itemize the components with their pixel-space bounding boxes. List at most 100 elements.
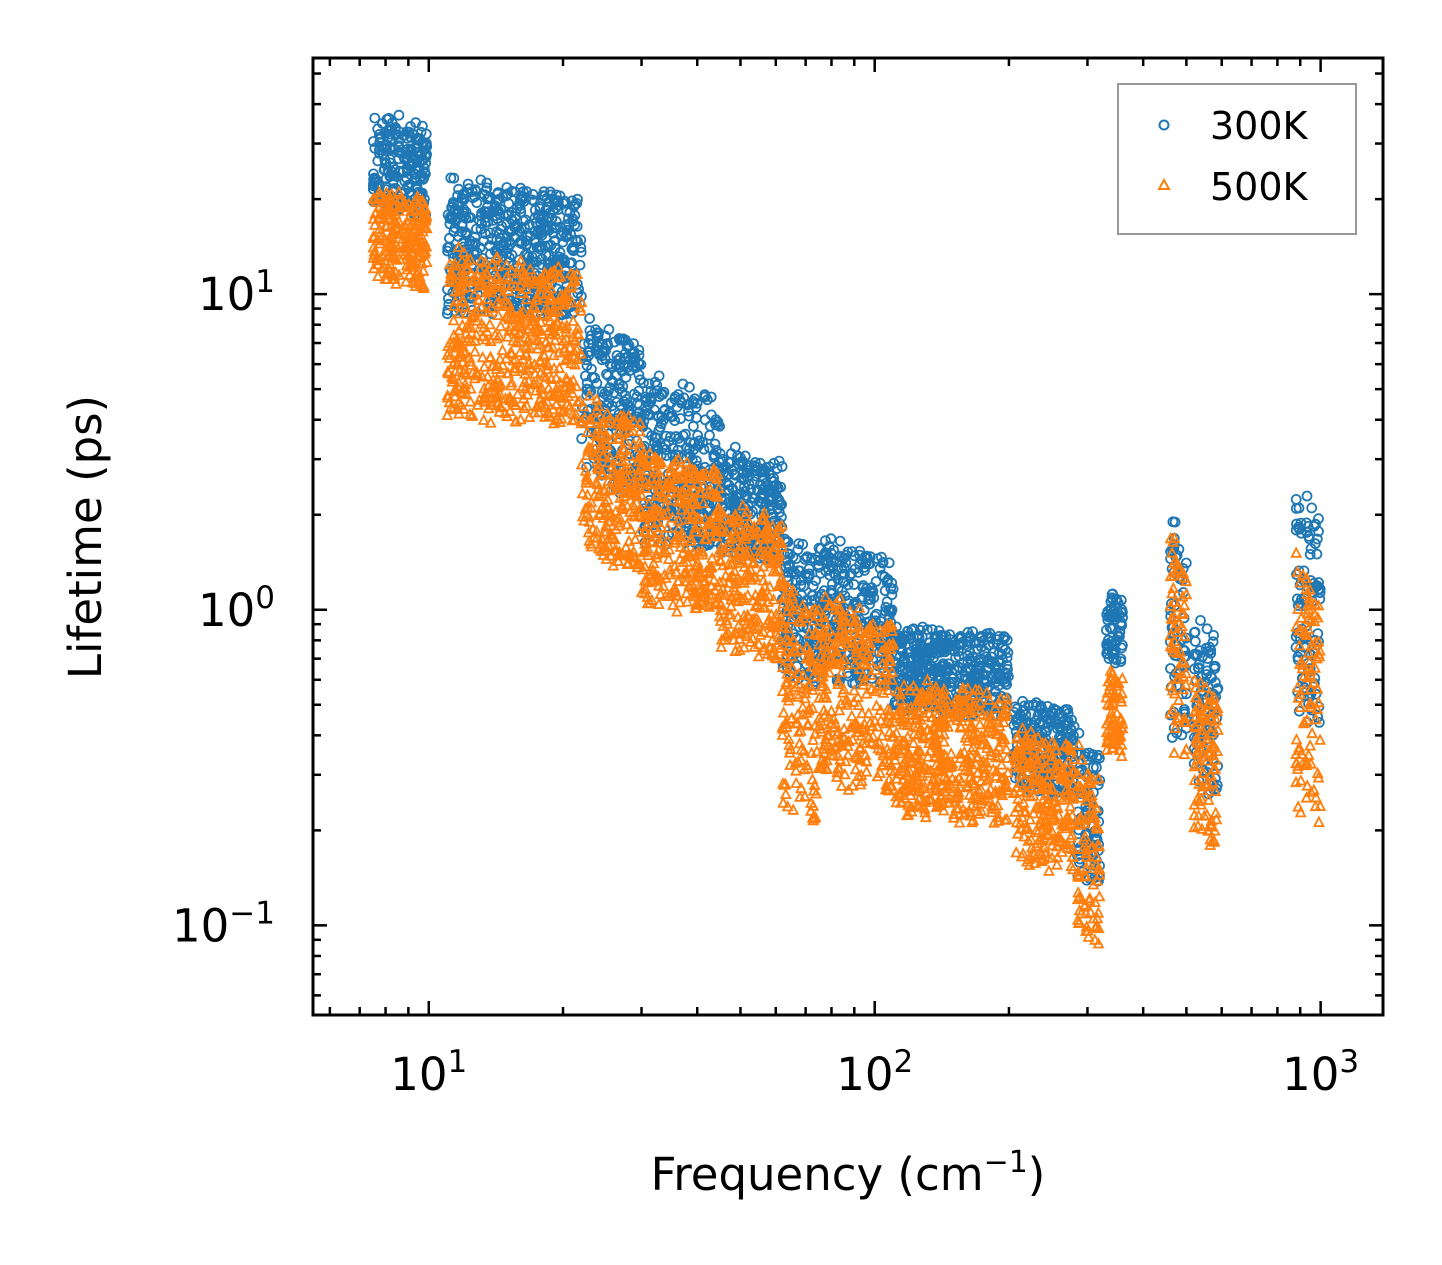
- point-500K: [608, 468, 621, 481]
- point-300K: [534, 203, 546, 215]
- point-300K: [834, 535, 846, 547]
- point-300K: [1055, 722, 1066, 734]
- point-300K: [674, 394, 686, 406]
- point-500K: [798, 744, 810, 756]
- point-500K: [802, 719, 814, 731]
- point-500K: [659, 499, 671, 511]
- point-300K: [645, 385, 657, 397]
- point-500K: [389, 217, 402, 229]
- point-500K: [772, 549, 785, 562]
- point-500K: [624, 522, 637, 534]
- point-500K: [719, 588, 732, 600]
- point-500K: [623, 449, 636, 461]
- point-500K: [738, 609, 751, 621]
- point-300K: [486, 233, 498, 245]
- point-500K: [461, 254, 474, 266]
- point-500K: [794, 724, 807, 736]
- point-500K: [407, 202, 419, 214]
- point-500K: [441, 348, 454, 360]
- point-500K: [581, 425, 594, 438]
- point-500K: [376, 229, 389, 242]
- point-500K: [807, 784, 820, 796]
- point-500K: [583, 510, 596, 522]
- point-300K: [503, 252, 515, 263]
- point-300K: [1189, 626, 1201, 638]
- point-500K: [537, 369, 550, 381]
- point-500K: [514, 312, 527, 324]
- point-500K: [621, 485, 633, 497]
- point-500K: [803, 679, 816, 692]
- point-300K: [393, 146, 404, 158]
- point-500K: [367, 261, 380, 274]
- point-500K: [448, 299, 460, 311]
- point-500K: [390, 253, 403, 265]
- point-300K: [936, 630, 948, 642]
- point-500K: [763, 528, 776, 540]
- point-300K: [1102, 643, 1114, 655]
- point-500K: [460, 368, 473, 380]
- point-500K: [558, 341, 571, 354]
- point-300K: [1212, 683, 1224, 694]
- point-500K: [777, 706, 790, 718]
- point-500K: [491, 358, 504, 370]
- point-300K: [559, 196, 571, 207]
- point-300K: [585, 330, 597, 342]
- point-300K: [633, 357, 644, 369]
- point-300K: [834, 556, 846, 568]
- point-300K: [405, 121, 417, 132]
- point-500K: [528, 332, 541, 345]
- point-500K: [710, 528, 722, 541]
- point-500K: [809, 628, 822, 640]
- point-500K: [385, 239, 398, 251]
- point-500K: [610, 504, 622, 516]
- point-300K: [420, 128, 432, 140]
- point-500K: [547, 402, 560, 415]
- point-300K: [476, 207, 488, 219]
- point-500K: [817, 664, 830, 676]
- point-500K: [633, 480, 645, 493]
- point-500K: [772, 562, 785, 575]
- point-300K: [405, 143, 417, 155]
- point-300K: [536, 229, 548, 241]
- point-500K: [371, 233, 384, 246]
- point-500K: [464, 395, 477, 407]
- point-500K: [573, 394, 586, 406]
- point-500K: [796, 700, 809, 713]
- point-500K: [610, 417, 623, 429]
- point-500K: [384, 219, 397, 232]
- point-500K: [568, 345, 581, 357]
- point-300K: [698, 443, 710, 455]
- point-300K: [1201, 623, 1213, 635]
- point-300K: [941, 664, 953, 675]
- point-300K: [514, 237, 525, 249]
- point-500K: [779, 777, 792, 789]
- point-500K: [755, 565, 767, 577]
- point-300K: [372, 155, 384, 167]
- point-500K: [376, 262, 388, 274]
- point-500K: [641, 596, 654, 609]
- point-300K: [773, 455, 785, 467]
- point-500K: [494, 352, 507, 365]
- point-300K: [374, 144, 386, 156]
- point-500K: [502, 392, 515, 404]
- point-500K: [416, 195, 429, 208]
- point-500K: [630, 496, 643, 508]
- point-500K: [525, 273, 538, 286]
- point-500K: [401, 234, 414, 246]
- point-500K: [664, 480, 677, 492]
- point-500K: [590, 455, 603, 467]
- point-500K: [656, 546, 669, 558]
- point-500K: [494, 365, 507, 378]
- point-500K: [716, 523, 729, 535]
- point-300K: [960, 673, 971, 684]
- point-500K: [486, 398, 498, 410]
- point-300K: [1290, 524, 1302, 536]
- point-500K: [447, 313, 460, 326]
- point-500K: [523, 356, 536, 369]
- point-300K: [651, 385, 663, 397]
- point-500K: [572, 328, 585, 340]
- point-500K: [749, 526, 762, 539]
- point-300K: [384, 153, 396, 165]
- point-500K: [758, 640, 771, 653]
- point-500K: [409, 240, 421, 253]
